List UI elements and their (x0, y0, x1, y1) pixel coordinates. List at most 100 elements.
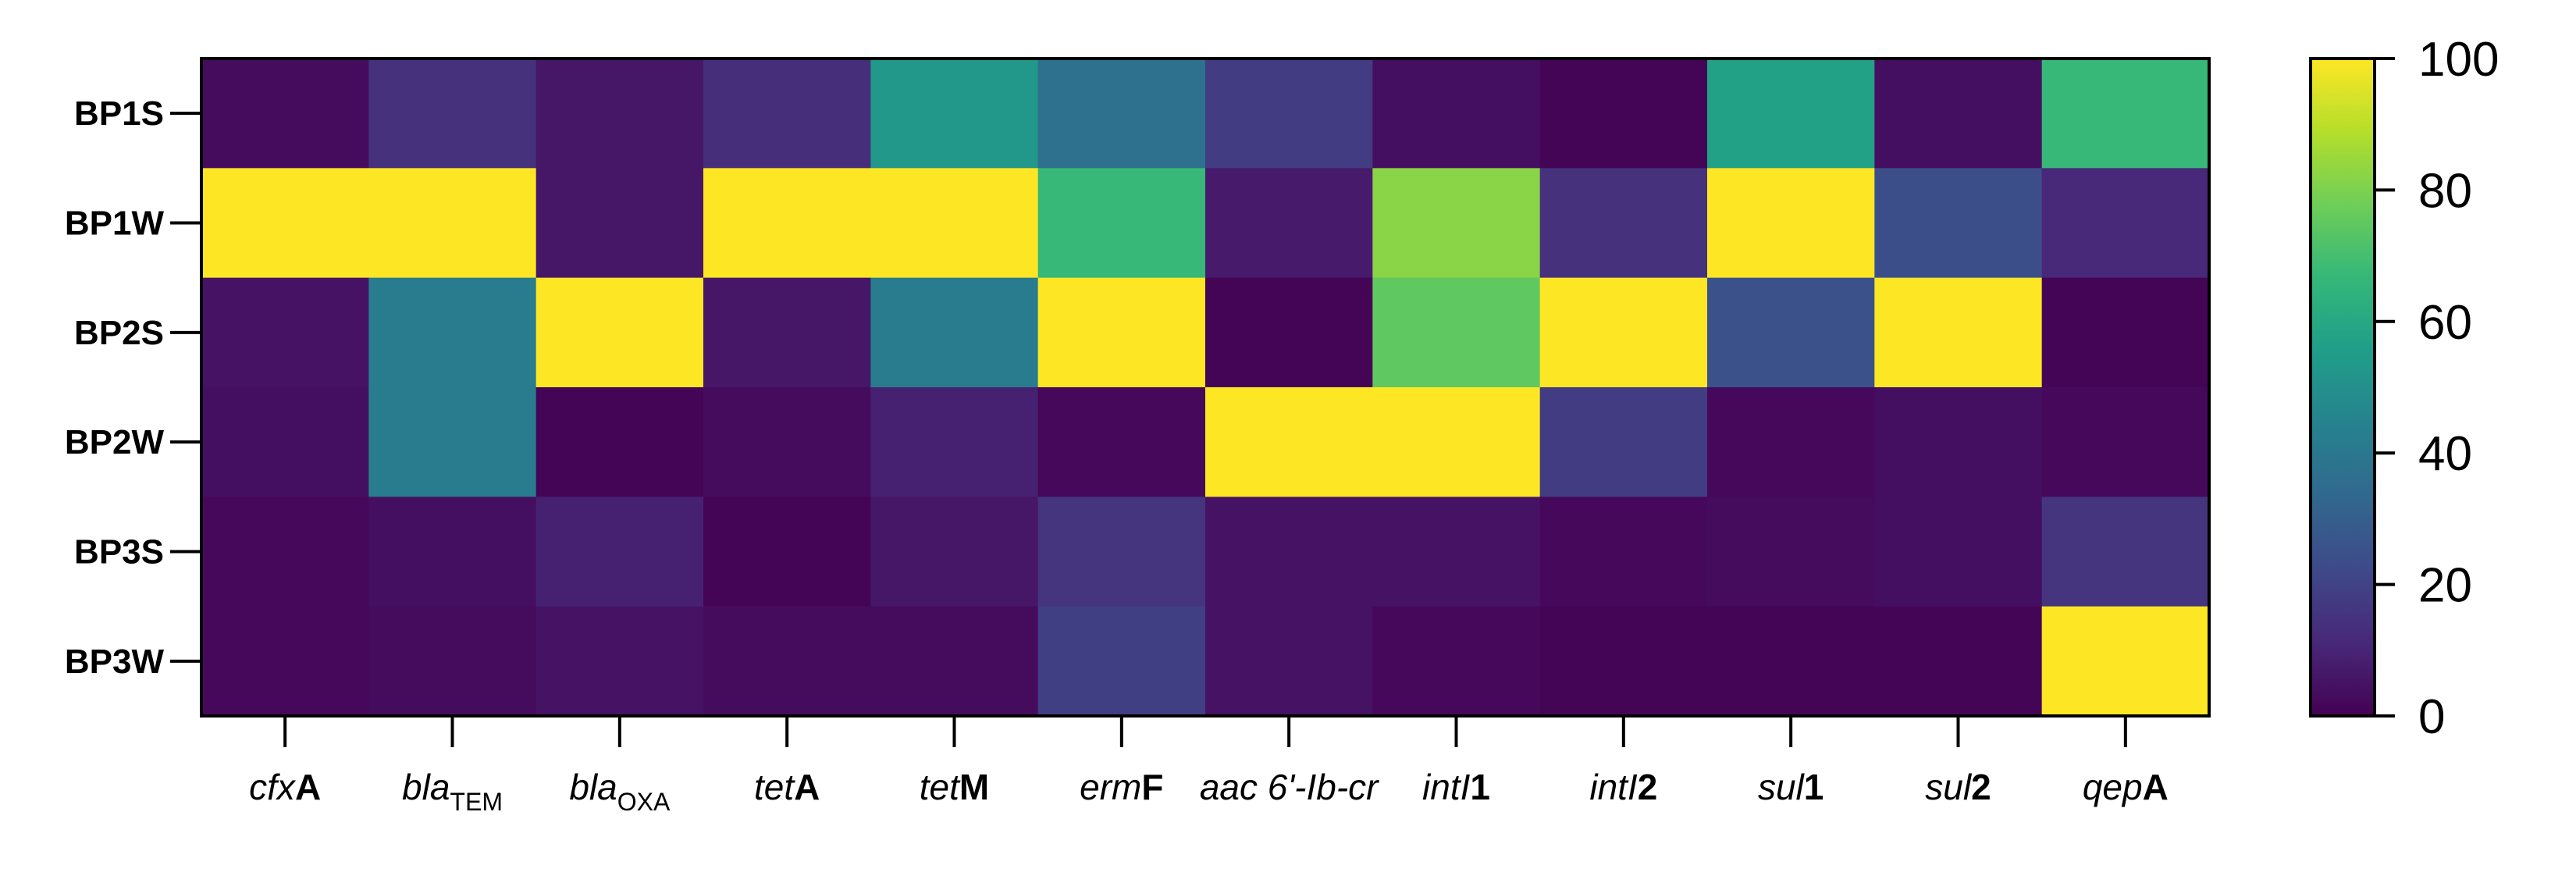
colorbar-tick-label-60: 60 (2418, 296, 2472, 350)
heatmap-cell-bp3s-blaoxa (535, 497, 704, 607)
heatmap-cell-bp1s-qepa (2041, 59, 2210, 169)
heatmap-cell-bp2w-sul1 (1707, 387, 1875, 497)
column-label-inti2: intI2 (1589, 767, 1657, 807)
heatmap-cell-bp3s-inti2 (1539, 497, 1708, 607)
heatmap-cell-bp3s-tetm (870, 497, 1039, 607)
heatmap-cell-bp2w-ermf (1037, 387, 1206, 497)
heatmap-cell-bp2w-inti1 (1372, 387, 1541, 497)
column-label-sul1: sul1 (1758, 767, 1823, 807)
heatmap-cell-bp2w-tetm (870, 387, 1039, 497)
heatmap-cell-bp1w-ermf (1037, 168, 1206, 279)
heatmap-cell-bp2s-blaoxa (535, 277, 704, 388)
colorbar-tick-label-20: 20 (2418, 559, 2472, 613)
heatmap-cell-bp2s-sul1 (1707, 277, 1875, 388)
heatmap-cell-bp2w-qepa (2041, 387, 2210, 497)
heatmap-cell-bp1s-aac6-ib-cr (1205, 59, 1373, 169)
heatmap-cell-bp3s-inti1 (1372, 497, 1541, 607)
heatmap-cell-bp3s-cfxa (201, 497, 369, 607)
heatmap-cell-bp1s-inti2 (1539, 59, 1708, 169)
heatmap-cell-bp3w-sul1 (1707, 606, 1875, 717)
heatmap-cell-bp1s-teta (703, 59, 871, 169)
row-label-bp1w: BP1W (65, 205, 165, 243)
heatmap-cell-bp3w-tetm (870, 606, 1039, 717)
column-label-blaoxa: blaOXA (569, 767, 671, 816)
heatmap-cell-bp1w-tetm (870, 168, 1039, 279)
heatmap-cell-bp2s-blatem (368, 277, 537, 388)
colorbar-tick-label-80: 80 (2418, 164, 2472, 218)
column-label-aac6-ib-cr: aac 6'-Ib-cr (1200, 767, 1379, 807)
heatmap-cell-bp3w-cfxa (201, 606, 369, 717)
heatmap-cell-bp2w-cfxa (201, 387, 369, 497)
heatmap-cell-bp1w-aac6-ib-cr (1205, 168, 1373, 279)
heatmap-cell-bp1s-blatem (368, 59, 537, 169)
heatmap-cell-bp2s-tetm (870, 277, 1039, 388)
heatmap-cell-bp2s-sul2 (1874, 277, 2043, 388)
column-label-sul2: sul2 (1925, 767, 1991, 807)
heatmap-cell-bp3s-sul2 (1874, 497, 2043, 607)
heatmap-cell-bp1w-cfxa (201, 168, 369, 279)
heatmap-cell-bp2s-cfxa (201, 277, 369, 388)
heatmap-cell-bp3w-sul2 (1874, 606, 2043, 717)
heatmap-cell-bp3w-inti1 (1372, 606, 1541, 717)
heatmap-cell-bp3s-teta (703, 497, 871, 607)
heatmap-cell-bp2w-sul2 (1874, 387, 2043, 497)
heatmap-cell-bp1w-teta (703, 168, 871, 279)
row-label-bp2s: BP2S (74, 314, 164, 352)
heatmap-cell-bp1s-inti1 (1372, 59, 1541, 169)
heatmap-cell-bp2s-ermf (1037, 277, 1206, 388)
heatmap-cell-bp2s-qepa (2041, 277, 2210, 388)
heatmap-cell-bp3w-blaoxa (535, 606, 704, 717)
heatmap-cell-bp1s-blaoxa (535, 59, 704, 169)
column-label-teta: tetA (754, 767, 820, 807)
heatmap-cell-bp2w-teta (703, 387, 871, 497)
heatmap-cell-bp3s-sul1 (1707, 497, 1875, 607)
column-label-inti1: intI1 (1422, 767, 1490, 807)
heatmap-cell-bp1w-blaoxa (535, 168, 704, 279)
column-axis: cfxA blaTEM blaOXA tetA tetM ermF aac 6'-Ib-cr… (249, 716, 2169, 816)
heatmap-cell-bp1w-sul2 (1874, 168, 2043, 279)
heatmap-cell-bp1w-inti2 (1539, 168, 1708, 279)
heatmap-cell-bp3w-blatem (368, 606, 537, 717)
column-label-cfxa: cfxA (249, 767, 321, 807)
colorbar-tick-label-0: 0 (2418, 690, 2445, 744)
heatmap-cell-bp2w-blatem (368, 387, 537, 497)
row-label-bp2w: BP2W (65, 423, 165, 461)
heatmap-cell-bp3s-qepa (2041, 497, 2210, 607)
heatmap-cell-bp3w-ermf (1037, 606, 1206, 717)
heatmap-cell-bp2w-aac6-ib-cr (1205, 387, 1373, 497)
heatmap-cell-bp1s-tetm (870, 59, 1039, 169)
row-label-bp1s: BP1S (74, 94, 164, 133)
colorbar (2309, 57, 2376, 718)
heatmap-cell-bp2w-inti2 (1539, 387, 1708, 497)
column-label-tetm: tetM (920, 767, 989, 807)
heatmap-cell-bp1w-sul1 (1707, 168, 1875, 279)
colorbar-axis: 0 20 40 60 80 100 (2375, 33, 2499, 744)
heatmap-cell-bp1s-sul2 (1874, 59, 2043, 169)
heatmap-cell-bp3w-inti2 (1539, 606, 1708, 717)
heatmap-cell-bp3s-blatem (368, 497, 537, 607)
heatmap-cell-bp1s-ermf (1037, 59, 1206, 169)
heatmap-cell-bp2s-teta (703, 277, 871, 388)
column-label-blatem: blaTEM (402, 767, 503, 816)
plot-frame (200, 57, 2211, 718)
heatmap-cell-bp2s-inti2 (1539, 277, 1708, 388)
heatmap-cell-bp1s-cfxa (201, 59, 369, 169)
row-label-bp3s: BP3S (74, 533, 164, 572)
heatmap-cell-bp2s-aac6-ib-cr (1205, 277, 1373, 388)
row-label-bp3w: BP3W (65, 643, 165, 681)
heatmap-cell-bp1w-inti1 (1372, 168, 1541, 279)
colorbar-tick-label-40: 40 (2418, 427, 2472, 481)
column-label-ermf: ermF (1080, 767, 1163, 807)
heatmap-cell-bp1w-blatem (368, 168, 537, 279)
colorbar-tick-label-100: 100 (2418, 33, 2499, 87)
heatmap-cell-bp3w-qepa (2041, 606, 2210, 717)
heatmap-cell-bp1s-sul1 (1707, 59, 1875, 169)
heatmap-cell-bp3s-aac6-ib-cr (1205, 497, 1373, 607)
heatmap-cell-bp2s-inti1 (1372, 277, 1541, 388)
heatmap-cell-bp3w-aac6-ib-cr (1205, 606, 1373, 717)
heatmap-cell-bp3s-ermf (1037, 497, 1206, 607)
heatmap-cells (201, 59, 2210, 717)
heatmap-cell-bp2w-blaoxa (535, 387, 704, 497)
column-label-qepa: qepA (2083, 767, 2169, 807)
